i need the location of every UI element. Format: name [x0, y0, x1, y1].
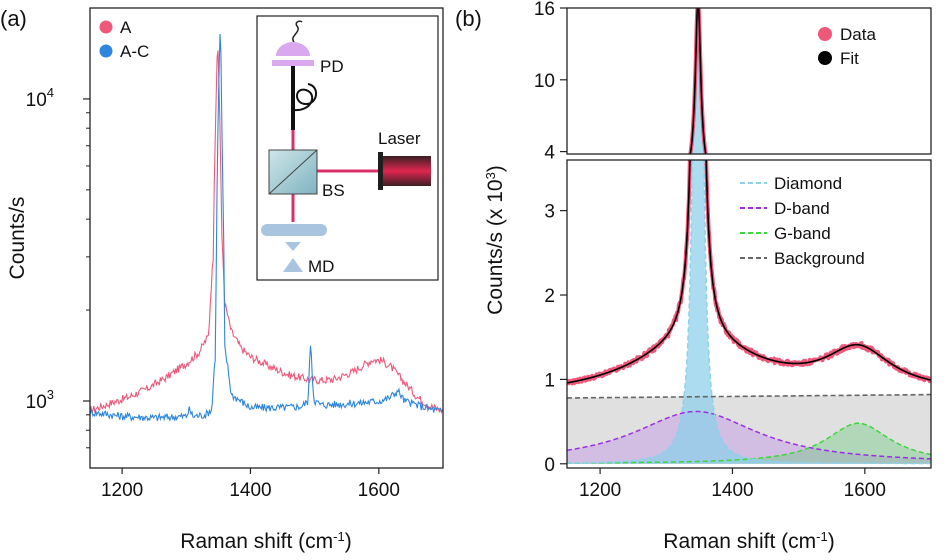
panel-b-xlabel: Raman shift (cm-1) — [663, 529, 834, 553]
pd-wire — [292, 20, 303, 43]
pd-label: PD — [320, 57, 344, 76]
gband-fill — [567, 423, 931, 464]
panel-b-upper-series — [688, 8, 708, 154]
panel-a-xticks: 1200 1400 1600 — [101, 468, 400, 501]
panel-a-ylabel: Counts/s — [6, 197, 29, 280]
laser-aperture — [378, 152, 383, 190]
xtick-label: 1400 — [711, 480, 753, 501]
panel-b-ylabel: Counts/s (x 103) — [483, 165, 507, 315]
panel-a-xlabel: Raman shift (cm-1) — [180, 529, 351, 553]
panel-b-xticks: 1200 1400 1600 — [579, 468, 886, 501]
legend-data-marker — [818, 27, 832, 41]
diamond-fill — [567, 160, 931, 464]
xtick-label: 1600 — [844, 480, 886, 501]
legend-data-label: Data — [840, 25, 876, 44]
legend-ac-label: A-C — [120, 42, 149, 61]
laser-label: Laser — [378, 129, 421, 148]
gband-line — [567, 422, 931, 464]
md-label: MD — [308, 257, 334, 276]
bs-label: BS — [322, 181, 345, 200]
panel-b-lower-series — [567, 160, 931, 465]
panel-b-lower-yticks: 0 1 2 3 — [544, 202, 567, 476]
ytick-label: 4 — [544, 143, 555, 164]
ytick-label: 2 — [544, 286, 555, 307]
laser-icon — [383, 156, 431, 186]
panel-b-label: (b) — [455, 6, 482, 31]
md-top-triangle — [285, 242, 301, 251]
legend-background-label: Background — [774, 249, 865, 268]
ytick-label: 3 — [544, 202, 555, 223]
xtick-label: 1400 — [229, 480, 271, 501]
legend-fit-label: Fit — [840, 49, 859, 68]
ytick-label: 104 — [26, 85, 54, 111]
legend-fit-marker — [818, 51, 832, 65]
panel-b-upper-yticks: 4 10 16 — [534, 0, 567, 164]
panel-a-series — [90, 33, 443, 422]
xtick-label: 1200 — [579, 480, 621, 501]
fit-line — [567, 160, 931, 384]
panel-b-lower-frame — [566, 159, 932, 469]
fiber-coil-icon — [292, 83, 317, 112]
mirror-icon — [261, 224, 327, 236]
dband-fill — [567, 411, 931, 464]
panel-a-label: (a) — [0, 6, 27, 31]
ytick-label: 16 — [534, 0, 555, 20]
photodiode-base — [272, 60, 314, 66]
panel-b: (b) 1200 1400 1600 4 10 16 0 1 2 3 Raman shift … — [455, 0, 932, 553]
xtick-label: 1600 — [358, 480, 400, 501]
beamsplitter-diagonal — [268, 149, 318, 195]
ytick-label: 103 — [26, 387, 54, 413]
setup-inset: PD BS Laser MD — [256, 15, 439, 281]
panel-a: (a) 1200 1400 1600 103 104 Raman shift (cm-… — [0, 6, 444, 553]
md-bottom-triangle — [283, 258, 303, 272]
photodiode-icon — [276, 42, 310, 56]
ytick-label: 10 — [534, 71, 555, 92]
legend-a-label: A — [120, 18, 132, 37]
series-line-a-c — [90, 33, 443, 422]
diamond-line — [567, 160, 931, 465]
background-line — [567, 393, 931, 399]
dband-line — [567, 410, 931, 460]
data-trace — [567, 160, 931, 386]
legend-gband-label: G-band — [774, 224, 831, 243]
legend-dband-label: D-band — [774, 199, 830, 218]
ytick-label: 1 — [544, 370, 555, 391]
xtick-label: 1200 — [101, 480, 143, 501]
legend-ac-marker — [99, 44, 113, 58]
legend-a-marker — [99, 20, 113, 34]
legend-diamond-label: Diamond — [774, 174, 842, 193]
panel-a-frame — [89, 7, 444, 469]
panel-a-yticks: 103 104 — [26, 85, 90, 449]
panel-b-upper-frame — [566, 7, 932, 155]
series-line-a — [90, 50, 443, 415]
ytick-label: 0 — [544, 455, 555, 476]
